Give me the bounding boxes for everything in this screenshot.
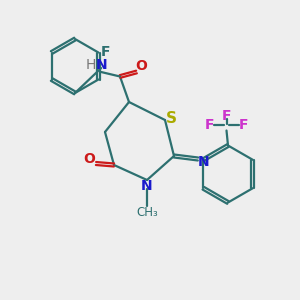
Text: O: O — [135, 59, 147, 73]
Text: H: H — [86, 58, 96, 72]
Text: F: F — [222, 110, 231, 123]
Text: F: F — [238, 118, 248, 132]
Text: N: N — [141, 179, 153, 193]
Text: CH₃: CH₃ — [136, 206, 158, 219]
Text: N: N — [95, 58, 107, 72]
Text: F: F — [205, 118, 215, 132]
Text: N: N — [198, 155, 209, 169]
Text: S: S — [166, 111, 177, 126]
Text: O: O — [83, 152, 95, 166]
Text: F: F — [101, 46, 111, 59]
